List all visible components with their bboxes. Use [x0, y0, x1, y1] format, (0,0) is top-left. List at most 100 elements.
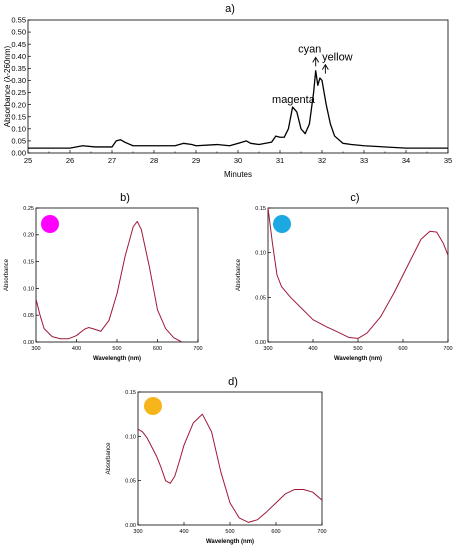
x-tick-label: 400 [72, 346, 81, 352]
data-point [157, 309, 158, 310]
x-tick-label: 600 [153, 346, 162, 352]
x-tick-label: 28 [150, 156, 158, 165]
x-tick-label: 35 [444, 156, 452, 165]
data-point [351, 144, 352, 145]
data-point [319, 77, 320, 78]
data-point [443, 243, 444, 244]
data-point [296, 111, 297, 112]
y-tick-label: 0.00 [125, 523, 136, 529]
annotation-label: yellow [322, 52, 353, 64]
data-point [92, 328, 93, 329]
data-point [447, 255, 448, 256]
data-point [174, 145, 175, 146]
data-point [82, 145, 83, 146]
x-axis-label: Wavelength (nm) [206, 539, 254, 545]
y-tick-label: 0.15 [11, 112, 26, 121]
data-point [147, 438, 148, 439]
data-point [326, 326, 327, 327]
y-tick-label: 0.15 [125, 390, 136, 396]
data-point [183, 445, 184, 446]
data-point [246, 140, 247, 141]
data-point [193, 422, 194, 423]
data-point [141, 229, 142, 230]
data-point [170, 483, 171, 484]
data-point [334, 135, 335, 136]
data-point [290, 297, 291, 298]
x-tick-label: 700 [193, 346, 202, 352]
data-point [229, 145, 230, 146]
data-point [60, 338, 61, 339]
data-point [429, 231, 430, 232]
data-point [339, 332, 340, 333]
data-point [156, 455, 157, 456]
plot-frame [137, 391, 323, 526]
panel-title: c) [350, 192, 359, 204]
y-tick-label: 0.50 [11, 28, 26, 37]
data-point [447, 148, 448, 149]
data-point [348, 337, 349, 338]
data-point [402, 274, 403, 275]
y-tick-label: 0.05 [255, 295, 266, 301]
data-point [366, 332, 367, 333]
x-tick-label: 500 [225, 529, 234, 535]
y-tick-label: 0.05 [11, 137, 26, 146]
data-point [44, 328, 45, 329]
y-tick-label: 0.20 [11, 100, 26, 109]
y-tick-label: 0.35 [11, 64, 26, 73]
panel-title: a) [225, 3, 235, 15]
x-tick-label: 32 [318, 156, 326, 165]
data-point [181, 341, 182, 342]
data-point [288, 128, 289, 129]
data-point [324, 92, 325, 93]
data-point [285, 493, 286, 494]
data-series-line [28, 70, 448, 149]
annotation-label: cyan [298, 43, 321, 55]
data-point [165, 328, 166, 329]
color-dot-marker [41, 215, 59, 233]
data-point [142, 431, 143, 432]
x-tick-label: 300 [263, 346, 272, 352]
x-tick-label: 25 [24, 156, 32, 165]
data-point [436, 232, 437, 233]
data-point [342, 143, 343, 144]
data-point [279, 137, 280, 138]
data-point [276, 274, 277, 275]
annotation-label: magenta [272, 94, 316, 106]
data-point [275, 135, 276, 136]
data-point [160, 467, 161, 468]
data-point [317, 85, 318, 86]
y-axis-label: Absorbance [4, 258, 10, 291]
data-point [179, 461, 180, 462]
x-tick-label: 33 [360, 156, 368, 165]
x-tick-label: 300 [133, 529, 142, 535]
y-tick-label: 0.25 [11, 88, 26, 97]
y-tick-label: 0.10 [23, 286, 34, 292]
data-point [321, 500, 322, 501]
y-axis-label: Absorbance [236, 258, 242, 291]
data-point [294, 489, 295, 490]
data-point [153, 145, 154, 146]
data-point [248, 522, 249, 523]
panel-c: c) 300 400 500 600 700 0.00 0.05 0.10 0.15 Wavelen… [236, 192, 453, 362]
data-point [315, 70, 316, 71]
data-point [380, 316, 381, 317]
data-point [312, 319, 313, 320]
plot-frame [35, 207, 199, 343]
x-axis-label: Wavelength (nm) [93, 356, 141, 362]
y-axis-label: Absorbance [106, 442, 112, 475]
x-tick-label: 400 [308, 346, 317, 352]
data-point [151, 446, 152, 447]
data-point [411, 257, 412, 258]
data-point [267, 207, 268, 208]
y-tick-label: 0.05 [23, 313, 34, 319]
data-point [326, 104, 327, 105]
y-tick-label: 0.25 [23, 206, 34, 212]
y-tick-label: 0.10 [11, 124, 26, 133]
x-tick-label: 29 [192, 156, 200, 165]
data-point [239, 517, 240, 518]
y-axis-label: Absorbance (λ-260nm) [3, 45, 12, 127]
data-point [305, 133, 306, 134]
data-point [312, 492, 313, 493]
data-point [250, 143, 251, 144]
data-point [69, 148, 70, 149]
